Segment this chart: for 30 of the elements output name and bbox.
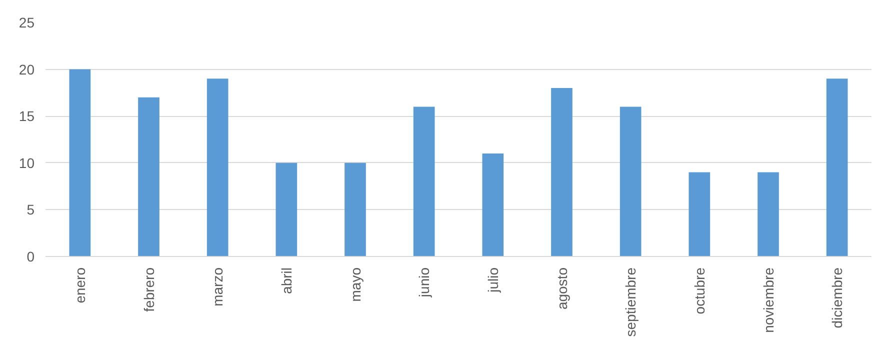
x-tick-label: febrero <box>140 267 157 312</box>
x-tick-label: abril <box>278 267 294 294</box>
bar <box>413 106 435 256</box>
x-tick-label: octubre <box>691 267 708 314</box>
x-tick-label: junio <box>416 267 432 298</box>
x-tick-label: diciembre <box>829 267 846 328</box>
x-tick-label: agosto <box>554 267 570 310</box>
x-tick-label: noviembre <box>760 267 776 333</box>
x-tick-label: marzo <box>210 267 226 306</box>
y-tick-label: 25 <box>18 14 35 30</box>
bar <box>206 78 228 256</box>
x-tick-label: septiembre <box>622 267 639 337</box>
x-tick-label: julio <box>484 267 501 294</box>
y-tick-label: 0 <box>26 248 35 264</box>
bar <box>482 154 504 256</box>
bar <box>826 78 848 256</box>
y-tick-label: 20 <box>18 61 35 78</box>
y-tick-label: 10 <box>18 154 35 171</box>
bar <box>688 172 710 256</box>
bar <box>138 97 160 256</box>
bar <box>620 106 642 256</box>
x-tick-label: mayo <box>347 267 364 302</box>
bar <box>69 69 91 256</box>
y-tick-label: 15 <box>18 108 35 124</box>
y-tick-label: 5 <box>26 202 35 218</box>
bar <box>276 162 298 256</box>
bar <box>551 88 572 256</box>
bar <box>758 172 779 256</box>
x-tick-label: enero <box>72 267 88 304</box>
bar <box>344 162 366 256</box>
